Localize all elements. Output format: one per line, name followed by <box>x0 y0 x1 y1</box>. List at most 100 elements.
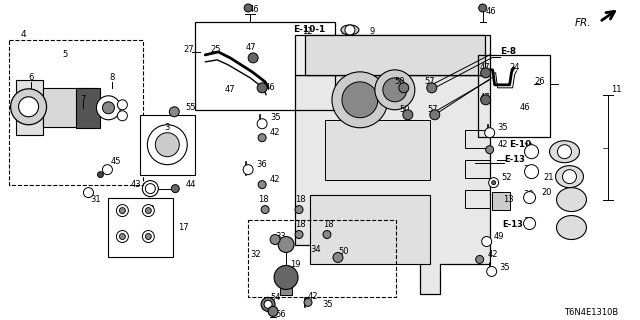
Text: 43: 43 <box>145 205 156 214</box>
Text: 18: 18 <box>323 220 333 229</box>
Circle shape <box>97 96 120 120</box>
Circle shape <box>375 70 415 110</box>
Bar <box>248 220 396 297</box>
Circle shape <box>83 188 93 197</box>
Text: 44: 44 <box>185 180 196 189</box>
Circle shape <box>19 97 38 117</box>
Text: 11: 11 <box>611 85 622 94</box>
Text: 26: 26 <box>534 77 545 86</box>
Text: 47: 47 <box>245 44 256 52</box>
Text: 3: 3 <box>164 123 170 132</box>
Text: 52: 52 <box>502 173 512 182</box>
Polygon shape <box>15 80 43 135</box>
Ellipse shape <box>341 25 359 35</box>
Text: 34: 34 <box>310 245 321 254</box>
Text: E-13: E-13 <box>504 155 525 164</box>
Text: 50: 50 <box>395 77 405 86</box>
Circle shape <box>156 133 179 157</box>
Circle shape <box>345 25 355 35</box>
Circle shape <box>486 146 493 154</box>
Text: 50: 50 <box>338 247 348 256</box>
Circle shape <box>97 172 104 178</box>
Ellipse shape <box>550 141 579 163</box>
Polygon shape <box>492 192 509 210</box>
Bar <box>280 287 292 295</box>
Circle shape <box>484 128 495 138</box>
Circle shape <box>481 95 491 105</box>
Text: 47: 47 <box>479 63 490 72</box>
Text: 19: 19 <box>290 260 301 269</box>
Text: 8: 8 <box>109 73 115 82</box>
Circle shape <box>244 4 252 12</box>
Text: 10: 10 <box>340 28 351 36</box>
Circle shape <box>274 266 298 289</box>
Text: 50: 50 <box>400 105 410 114</box>
Circle shape <box>258 180 266 188</box>
Text: E-8: E-8 <box>500 47 516 56</box>
Circle shape <box>524 192 536 204</box>
Circle shape <box>172 185 179 193</box>
Circle shape <box>261 297 275 311</box>
Circle shape <box>427 83 436 93</box>
Text: 57: 57 <box>425 77 435 86</box>
Circle shape <box>486 267 497 276</box>
Circle shape <box>145 234 151 239</box>
Text: 46: 46 <box>265 83 276 92</box>
Text: E-10-1: E-10-1 <box>293 25 325 35</box>
Circle shape <box>258 134 266 142</box>
Bar <box>195 22 335 110</box>
Text: 42: 42 <box>488 250 498 259</box>
Text: 29: 29 <box>524 143 534 152</box>
Circle shape <box>102 165 113 175</box>
Text: 24: 24 <box>509 63 520 72</box>
Text: T6N4E1310B: T6N4E1310B <box>564 308 619 317</box>
Bar <box>465 190 490 208</box>
Polygon shape <box>325 120 430 180</box>
Text: 5: 5 <box>63 50 68 60</box>
Bar <box>295 35 490 75</box>
Circle shape <box>264 300 272 308</box>
Polygon shape <box>43 88 95 127</box>
Circle shape <box>430 110 440 120</box>
Text: 12: 12 <box>302 28 312 36</box>
Circle shape <box>257 119 267 129</box>
Text: 35: 35 <box>498 123 508 132</box>
Circle shape <box>403 110 413 120</box>
Text: 55: 55 <box>185 103 196 112</box>
Text: 49: 49 <box>493 232 504 241</box>
Text: 35: 35 <box>500 263 510 272</box>
Circle shape <box>557 145 572 159</box>
Circle shape <box>142 180 158 196</box>
Text: 56: 56 <box>275 310 285 319</box>
Circle shape <box>383 78 407 102</box>
Text: 27: 27 <box>183 45 194 54</box>
Circle shape <box>278 236 294 252</box>
Text: 30: 30 <box>524 190 534 199</box>
Ellipse shape <box>557 188 586 212</box>
Circle shape <box>476 255 484 263</box>
Text: 22: 22 <box>561 190 572 199</box>
Text: 42: 42 <box>308 292 319 301</box>
Circle shape <box>333 252 343 262</box>
Text: 57: 57 <box>428 105 438 114</box>
Circle shape <box>142 230 154 243</box>
Text: 13: 13 <box>502 195 513 204</box>
Text: 35: 35 <box>322 300 333 309</box>
Text: E-10: E-10 <box>509 140 532 149</box>
Polygon shape <box>77 88 100 128</box>
Circle shape <box>120 234 125 239</box>
Circle shape <box>102 102 115 114</box>
Text: 17: 17 <box>179 223 189 232</box>
Circle shape <box>261 205 269 213</box>
Text: 33: 33 <box>275 232 286 241</box>
Circle shape <box>117 100 127 110</box>
Bar <box>108 197 173 258</box>
Circle shape <box>399 83 409 93</box>
Bar <box>8 40 143 185</box>
Circle shape <box>117 111 127 121</box>
Text: 7: 7 <box>81 95 86 104</box>
Circle shape <box>243 165 253 175</box>
Text: 23: 23 <box>559 170 570 179</box>
Circle shape <box>525 165 538 179</box>
Circle shape <box>524 218 536 229</box>
